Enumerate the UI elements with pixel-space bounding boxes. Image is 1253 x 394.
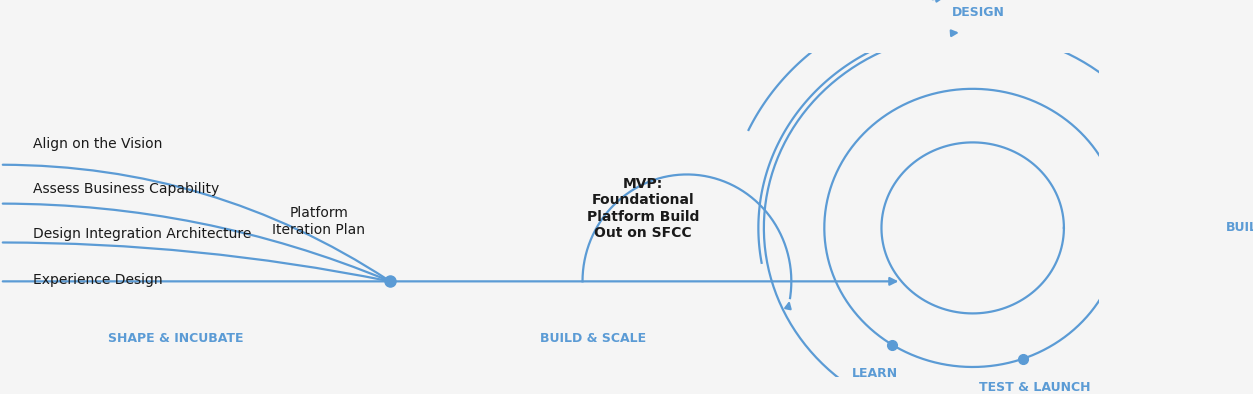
Text: TEST & LAUNCH: TEST & LAUNCH <box>979 381 1090 394</box>
Text: Assess Business Capability: Assess Business Capability <box>33 182 219 196</box>
Text: BUILD & SCALE: BUILD & SCALE <box>540 331 647 344</box>
Text: LEARN: LEARN <box>852 367 898 380</box>
Text: Experience Design: Experience Design <box>33 273 163 287</box>
Text: Design Integration Architecture: Design Integration Architecture <box>33 227 252 242</box>
Text: Platform
Iteration Plan: Platform Iteration Plan <box>272 206 365 236</box>
Text: DESIGN: DESIGN <box>952 6 1005 19</box>
Text: BUILD: BUILD <box>1225 221 1253 234</box>
Text: Align on the Vision: Align on the Vision <box>33 137 163 151</box>
Text: SHAPE & INCUBATE: SHAPE & INCUBATE <box>108 331 243 344</box>
Text: MVP:
Foundational
Platform Build
Out on SFCC: MVP: Foundational Platform Build Out on … <box>586 177 699 240</box>
